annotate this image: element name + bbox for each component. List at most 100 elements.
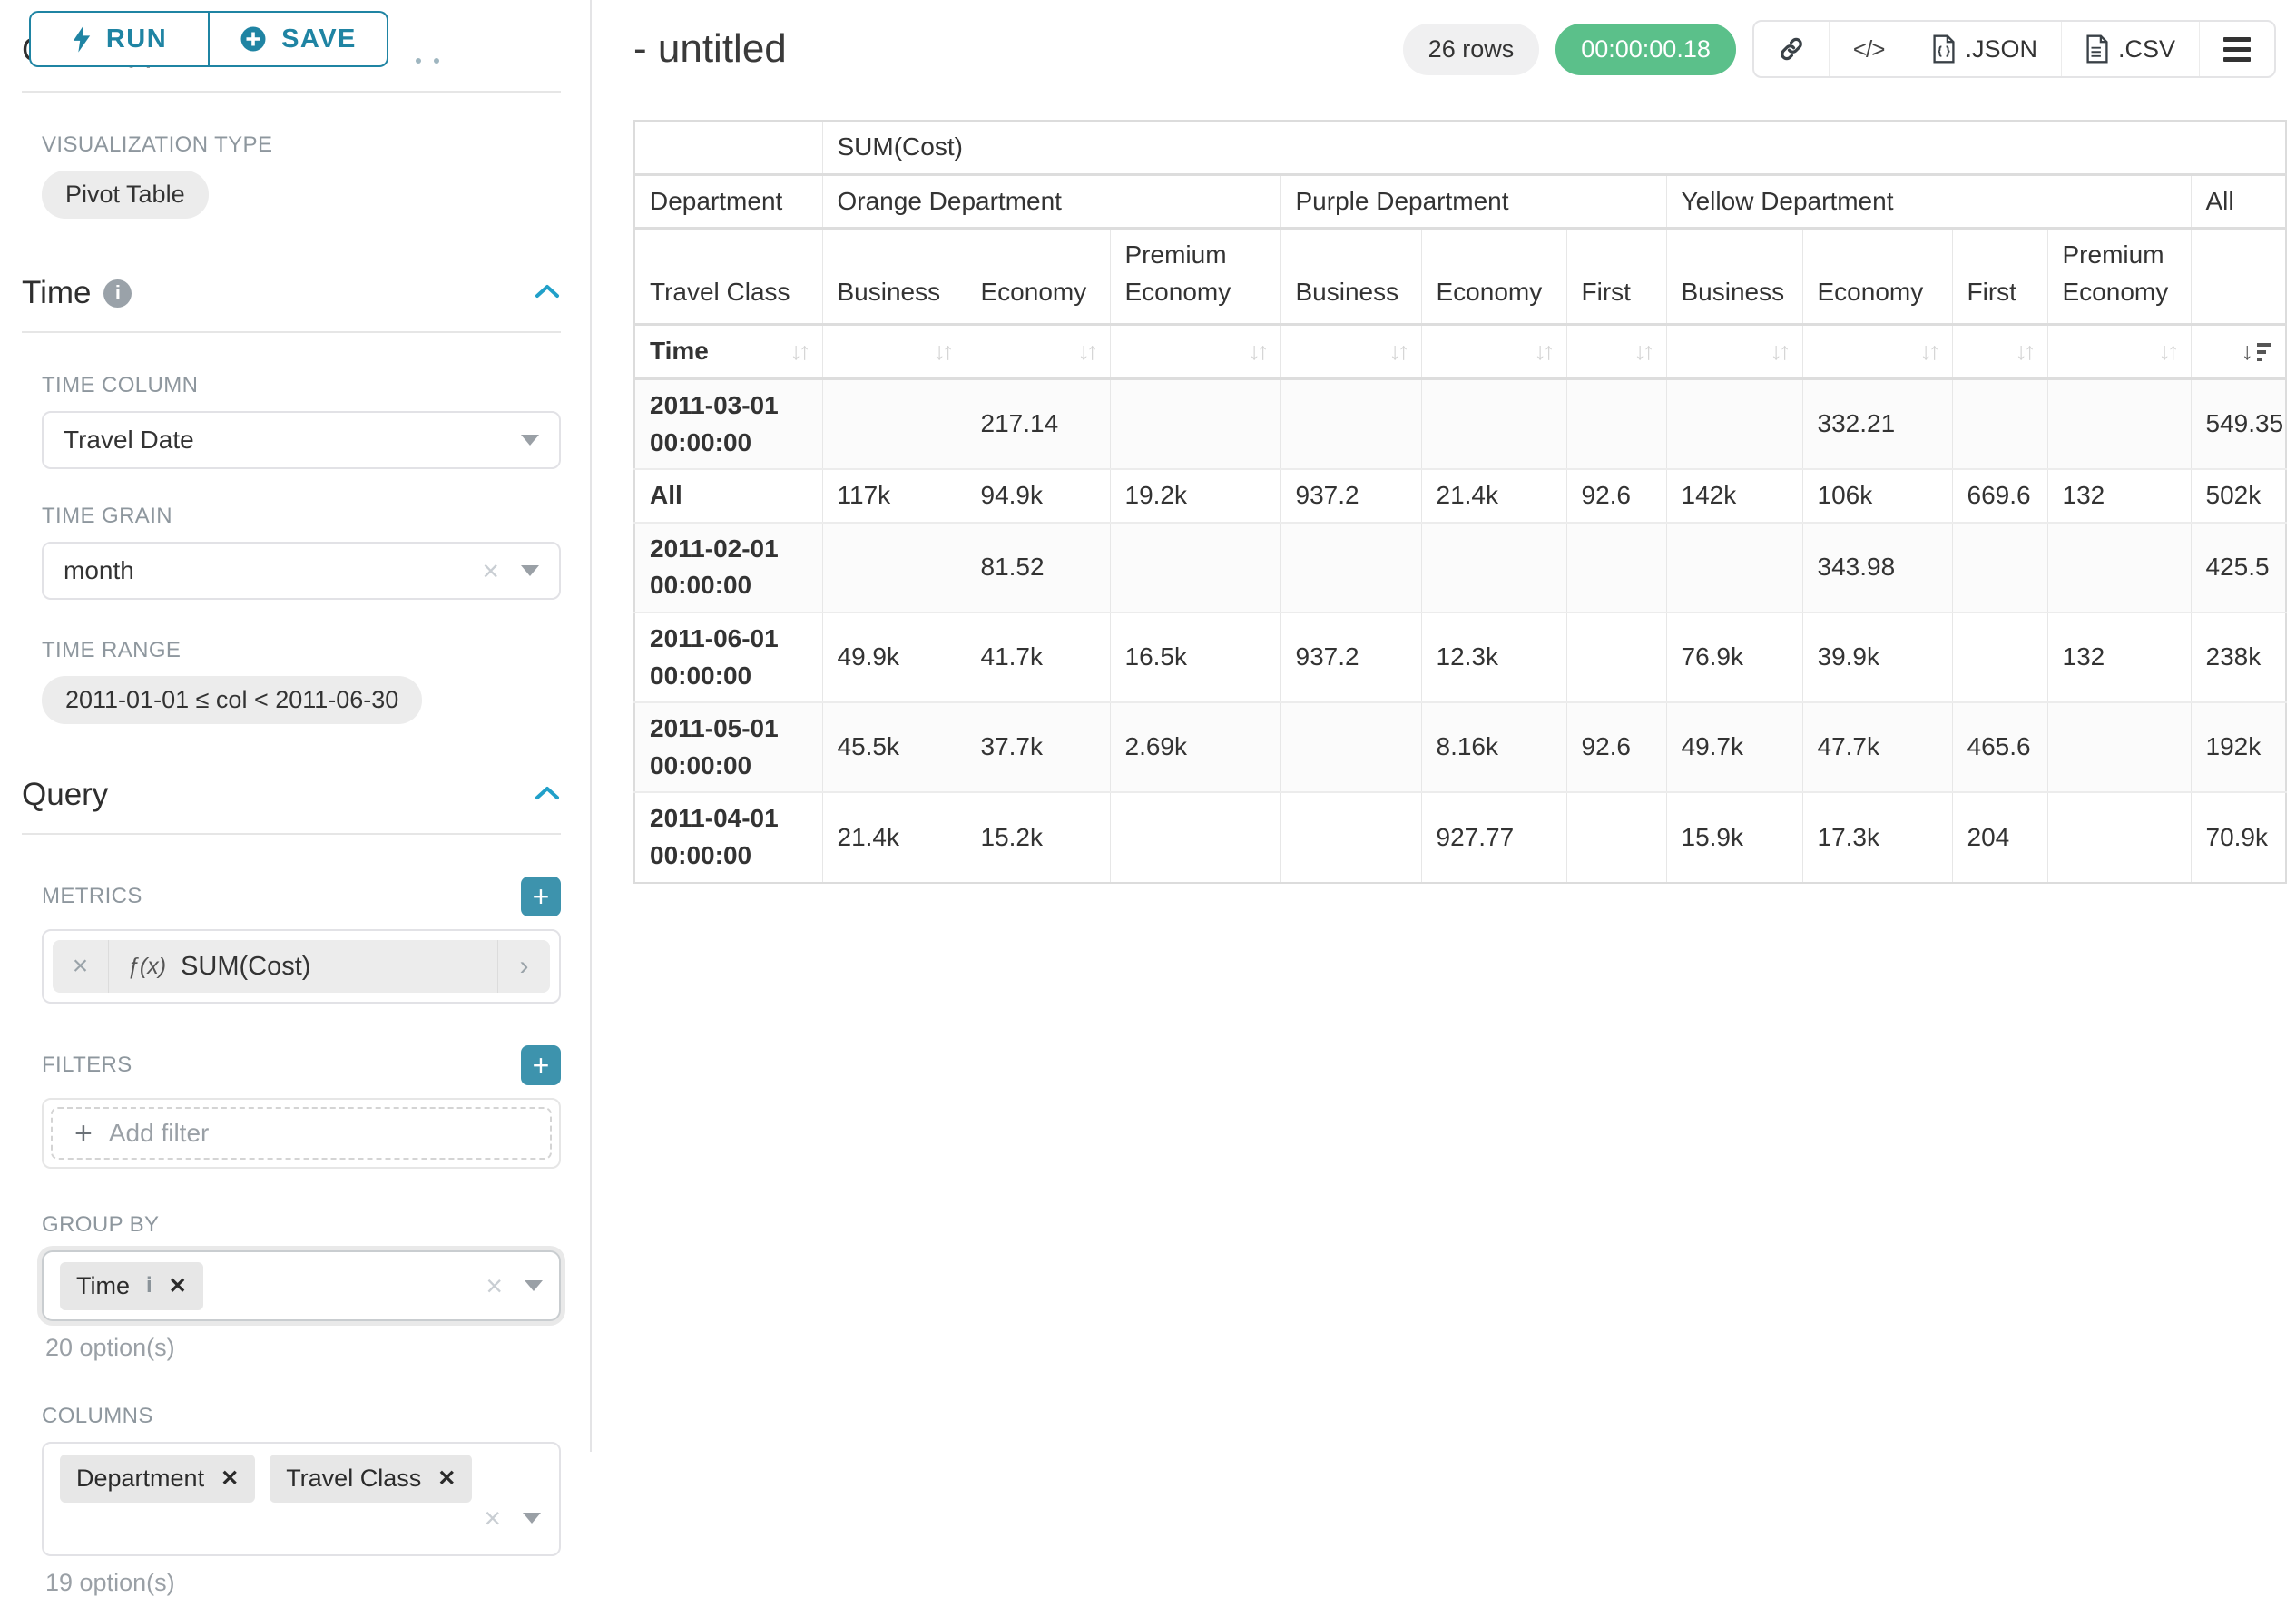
time-range-label: TIME RANGE: [42, 638, 561, 663]
pivot-row-header: 2011-02-01 00:00:00: [634, 523, 822, 612]
pivot-row-header: 2011-06-01 00:00:00: [634, 612, 822, 702]
sort-icon[interactable]: ↓↑: [1249, 334, 1266, 369]
sort-icon[interactable]: ↓↑: [2159, 334, 2176, 369]
sort-desc-active-icon[interactable]: ↓: [2242, 334, 2271, 369]
metric-pill[interactable]: × ƒ(x) SUM(Cost) ›: [53, 940, 550, 993]
time-grain-label: TIME GRAIN: [42, 504, 561, 529]
info-icon: i: [103, 279, 132, 308]
pivot-colgroup-header: Orange Department: [822, 174, 1280, 229]
pivot-cell: 217.14: [966, 378, 1110, 469]
sort-icon[interactable]: ↓↑: [1771, 334, 1788, 369]
row-count-badge: 26 rows: [1403, 24, 1540, 75]
sort-icon[interactable]: ↓↑: [1535, 334, 1552, 369]
chevron-right-icon[interactable]: ›: [497, 940, 550, 993]
remove-metric-icon[interactable]: ×: [53, 940, 109, 993]
pivot-cell: 92.6: [1566, 469, 1666, 523]
clear-icon[interactable]: ×: [484, 1504, 501, 1533]
pivot-dim-header: Travel Class: [634, 229, 822, 325]
pivot-row-header: 2011-04-01 00:00:00: [634, 792, 822, 882]
sort-icon[interactable]: ↓↑: [1634, 334, 1652, 369]
sort-icon[interactable]: ↓↑: [2016, 334, 2033, 369]
remove-chip-icon[interactable]: ✕: [169, 1273, 187, 1299]
sort-icon[interactable]: ↓↑: [934, 334, 951, 369]
pivot-cell: 12.3k: [1421, 612, 1566, 702]
table-row: 2011-02-01 00:00:0081.52343.98425.5: [634, 523, 2286, 612]
pivot-cell: 49.9k: [822, 612, 966, 702]
pivot-cell: 92.6: [1566, 702, 1666, 792]
chevron-down-icon: [523, 1513, 541, 1524]
copy-link-button[interactable]: [1754, 22, 1829, 76]
collapse-time-section[interactable]: [534, 282, 561, 305]
pivot-cell: 70.9k: [2191, 792, 2286, 882]
pivot-col-header: Economy: [1802, 229, 1952, 325]
pivot-cell: [1566, 612, 1666, 702]
add-metric-button[interactable]: +: [521, 877, 561, 916]
function-icon: ƒ(x): [127, 954, 166, 980]
pivot-cell: 47.7k: [1802, 702, 1952, 792]
export-json-button[interactable]: .JSON: [1908, 22, 2061, 76]
pivot-cell: 343.98: [1802, 523, 1952, 612]
pivot-table: SUM(Cost)DepartmentOrange DepartmentPurp…: [633, 120, 2287, 884]
pivot-col-header: First: [1566, 229, 1666, 325]
pivot-metric-header: SUM(Cost): [822, 121, 2286, 174]
group-by-select[interactable]: Time i ✕ ×: [42, 1250, 561, 1321]
pivot-col-header: Business: [822, 229, 966, 325]
pivot-cell: 37.7k: [966, 702, 1110, 792]
pivot-cell: 117k: [822, 469, 966, 523]
pivot-cell: [822, 523, 966, 612]
filters-label: FILTERS: [42, 1053, 132, 1078]
clear-icon[interactable]: ×: [486, 1271, 503, 1300]
export-csv-button[interactable]: .CSV: [2061, 22, 2199, 76]
add-filter-button[interactable]: + Add filter: [51, 1107, 552, 1160]
export-toolbar: </> .JSON .CSV: [1752, 20, 2276, 78]
pivot-colgroup-header: Yellow Department: [1666, 174, 2191, 229]
pivot-cell: 21.4k: [1421, 469, 1566, 523]
pivot-cell: 21.4k: [822, 792, 966, 882]
time-section-title: Time: [22, 275, 91, 311]
time-range-value[interactable]: 2011-01-01 ≤ col < 2011-06-30: [42, 676, 422, 724]
columns-chip-department[interactable]: Department ✕: [60, 1455, 255, 1503]
divider: [22, 833, 561, 835]
remove-chip-icon[interactable]: ✕: [437, 1465, 456, 1492]
pivot-cell: 132: [2047, 469, 2191, 523]
pivot-cell: 16.5k: [1110, 612, 1280, 702]
export-csv-label: .CSV: [2118, 35, 2175, 64]
pivot-head: SUM(Cost)DepartmentOrange DepartmentPurp…: [634, 121, 2286, 378]
table-row: 2011-05-01 00:00:0045.5k37.7k2.69k8.16k9…: [634, 702, 2286, 792]
sort-icon[interactable]: ↓↑: [1920, 334, 1938, 369]
add-filter-label: Add filter: [109, 1119, 210, 1148]
pivot-sort-cell: Time↓↑: [634, 325, 822, 379]
pivot-sort-cell: ↓↑: [1110, 325, 1280, 379]
pivot-sort-cell: ↓↑: [2047, 325, 2191, 379]
add-filter-plus-button[interactable]: +: [521, 1045, 561, 1085]
run-button[interactable]: RUN: [29, 11, 209, 67]
collapse-query-section[interactable]: [534, 784, 561, 807]
sort-icon[interactable]: ↓↑: [790, 334, 808, 369]
pivot-cell: 2.69k: [1110, 702, 1280, 792]
pivot-cell: [1666, 523, 1802, 612]
chart-title[interactable]: - untitled: [633, 26, 787, 72]
visualization-type-value[interactable]: Pivot Table: [42, 171, 209, 219]
pivot-cell: 49.7k: [1666, 702, 1802, 792]
pivot-dim-header: Department: [634, 174, 822, 229]
pivot-cell: [1421, 378, 1566, 469]
pivot-col-header: Business: [1666, 229, 1802, 325]
time-section-header: Time i: [22, 275, 561, 311]
columns-select[interactable]: Department ✕ Travel Class ✕ ×: [42, 1442, 561, 1556]
sort-icon[interactable]: ↓↑: [1389, 334, 1407, 369]
pivot-cell: 81.52: [966, 523, 1110, 612]
export-json-label: .JSON: [1965, 35, 2037, 64]
sort-icon[interactable]: ↓↑: [1078, 334, 1095, 369]
group-by-chip-time[interactable]: Time i ✕: [60, 1262, 203, 1310]
save-button[interactable]: SAVE: [209, 11, 388, 67]
sidebar-header: Chart Type RUN SAVE: [42, 0, 561, 91]
clear-icon[interactable]: ×: [482, 556, 499, 585]
time-grain-select[interactable]: month ×: [42, 542, 561, 600]
embed-code-button[interactable]: </>: [1829, 22, 1908, 76]
time-column-select[interactable]: Travel Date: [42, 411, 561, 469]
plus-icon: +: [74, 1118, 93, 1149]
remove-chip-icon[interactable]: ✕: [221, 1465, 239, 1492]
columns-chip-travel-class[interactable]: Travel Class ✕: [270, 1455, 472, 1503]
divider: [22, 91, 561, 93]
chart-menu-button[interactable]: [2199, 22, 2274, 76]
